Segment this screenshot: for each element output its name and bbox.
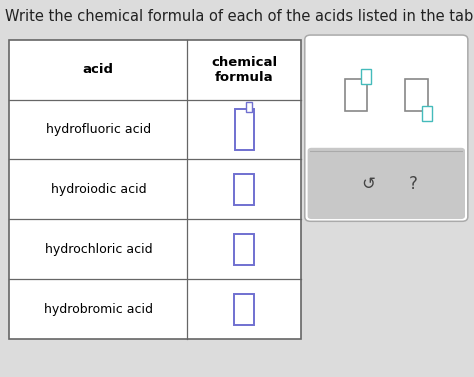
- FancyBboxPatch shape: [361, 69, 372, 84]
- FancyBboxPatch shape: [345, 79, 367, 111]
- Text: Write the chemical formula of each of the acids listed in the table below.: Write the chemical formula of each of th…: [5, 9, 474, 25]
- Text: hydroiodic acid: hydroiodic acid: [51, 183, 146, 196]
- FancyBboxPatch shape: [234, 294, 254, 325]
- FancyBboxPatch shape: [234, 174, 254, 205]
- FancyBboxPatch shape: [422, 106, 432, 121]
- Text: acid: acid: [83, 63, 114, 76]
- FancyBboxPatch shape: [246, 102, 252, 112]
- FancyBboxPatch shape: [9, 40, 301, 339]
- FancyBboxPatch shape: [235, 109, 254, 150]
- FancyBboxPatch shape: [305, 35, 468, 221]
- Text: ?: ?: [409, 175, 418, 193]
- Text: hydrofluoric acid: hydrofluoric acid: [46, 123, 151, 136]
- FancyBboxPatch shape: [234, 234, 254, 265]
- Text: hydrochloric acid: hydrochloric acid: [45, 243, 152, 256]
- FancyBboxPatch shape: [308, 148, 465, 219]
- Text: chemical
formula: chemical formula: [211, 55, 277, 84]
- FancyBboxPatch shape: [405, 79, 428, 111]
- Text: hydrobromic acid: hydrobromic acid: [44, 303, 153, 316]
- Text: ↺: ↺: [361, 175, 375, 193]
